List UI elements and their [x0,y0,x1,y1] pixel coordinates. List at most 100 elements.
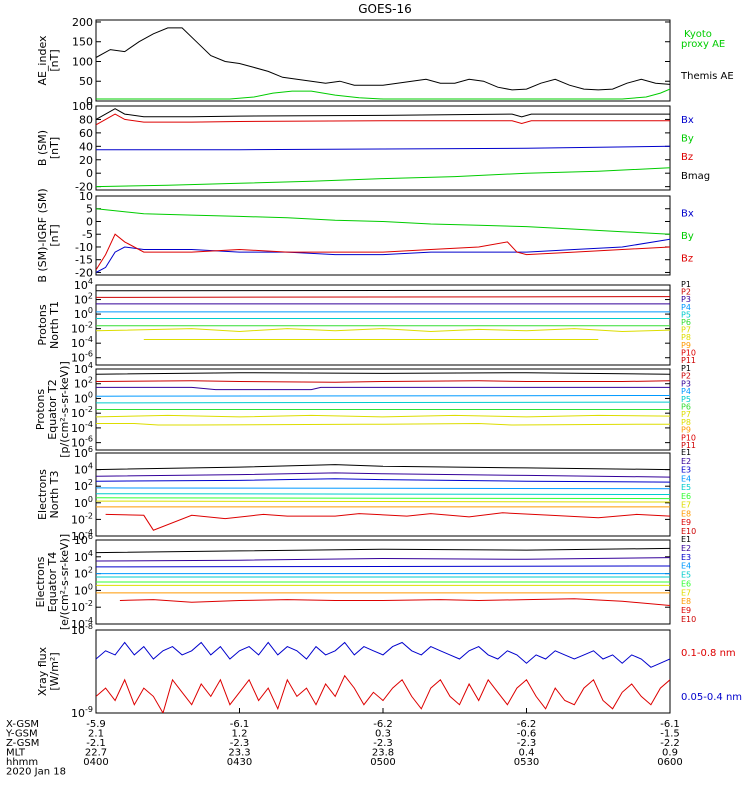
legend-entry: P1 [681,364,691,373]
y-tick-label-exponent: 0 [88,582,93,591]
x-axis-footer: X-GSM -5.9 -6.1 -6.2 -6.2 -6.1Y-GSM 2.1 1.2 0.3-… [5,708,683,778]
footer-row-value: 0.9 [662,748,678,759]
y-tick-label: -20 [75,181,93,194]
legend-entry: E5 [681,571,691,580]
series-e4-line [96,487,670,490]
footer-row-value: 1.2 [232,729,248,740]
y-tick-label: 150 [72,36,93,49]
panel-frame [95,19,671,102]
y-tick-label: 104 [74,462,93,477]
legend-entry: E10 [681,615,696,624]
y-tick-label: 200 [72,16,93,29]
footer-row-value: 23.3 [228,748,250,759]
legend-entry: 0.1-0.8 nm [681,648,736,659]
legend-entry: P7 [681,410,691,419]
legend-entry: E4 [681,474,691,483]
footer-row-value: 0600 [657,757,682,768]
series-bx-line [96,238,670,273]
legend-entry: P2 [681,288,691,297]
y-tick-label: 100 [74,306,93,321]
y-tick-label-exponent: -4 [85,528,93,537]
legend-entry: E8 [681,509,691,518]
panel-frame [95,195,671,276]
series-e1-line [96,547,670,554]
footer-row-label: Z-GSM [6,738,39,749]
y-tick-label-base: 10 [74,480,88,493]
series-e1-line [96,464,670,471]
legend-entry: P3 [681,379,691,388]
series-p7-line [96,414,670,418]
legend-entry: E9 [681,518,691,527]
legend-entry: P4 [681,303,691,312]
y-axis-label: North T3 [48,471,61,519]
y-tick-label: 106 [74,532,93,547]
legend-entry: 0.05-0.4 nm [681,692,742,703]
series-e7-line [96,500,670,503]
chart-title: GOES-16 [358,2,412,16]
footer-row-value: -2.3 [373,738,393,749]
y-tick-label: -20 [75,266,93,279]
y-tick-label-base: 10 [74,378,88,391]
series-bz-line [96,113,670,126]
legend-entry: E5 [681,483,691,492]
legend-entry: By [681,133,694,144]
footer-row-value: -1.5 [660,729,680,740]
legend-entry: P9 [681,341,691,350]
y-axis-label: Protons [36,304,49,345]
y-tick-label: -15 [75,254,93,267]
legend-entry: E3 [681,553,691,562]
legend-entry: E8 [681,597,691,606]
legend-entry: E4 [681,562,691,571]
y-axis-label: Equator T4 [46,552,59,612]
y-tick-label-base: 10 [74,551,88,564]
y-tick-label-exponent: -2 [85,511,93,520]
y-tick-label: 100 [72,55,93,68]
legend-entry: E1 [681,535,691,544]
footer-row-value: 0.4 [519,748,535,759]
footer-row-value: -6.1 [660,719,680,730]
y-tick-label: 100 [74,582,93,597]
legend-entry: P1 [681,280,691,289]
series-p7-line [96,328,670,333]
legend-entry: E1 [681,448,691,457]
footer-row-value: 0530 [514,757,539,768]
series-e9-line [105,512,670,531]
y-tick-label: 5 [86,203,93,216]
footer-row-value: -6.2 [517,719,537,730]
series-e5-line [96,493,670,495]
y-tick-label: 106 [74,445,93,460]
series-by-line [96,208,670,235]
legend-entry: E7 [681,588,691,597]
y-tick-label: 104 [74,549,93,564]
y-axis-label: B (SM) [36,130,49,166]
y-tick-label: 104 [74,277,93,292]
y-tick-label-base: 10 [74,279,88,292]
y-tick-label-exponent: 2 [88,376,93,385]
y-tick-label-base: 10 [74,464,88,477]
footer-date: 2020 Jan 18 [6,767,66,778]
legend-entry: E6 [681,579,691,588]
y-tick-label-base: 10 [74,568,88,581]
series-e2-line [96,472,670,478]
y-tick-label: 102 [74,478,93,493]
legend-entry: E10 [681,527,696,536]
y-axis-label: [nT] [48,224,61,246]
legend-entry: Bz [681,253,693,264]
y-tick-label: 10-6 [71,350,93,365]
legend-entry: E6 [681,492,691,501]
y-axis-label: North T1 [48,301,61,349]
series-bmag-line [96,108,670,120]
footer-row-value: 0.3 [375,729,391,740]
legend-entry: Kyoto [684,29,712,40]
y-tick-label: 60 [79,127,93,140]
series-p1-line [96,372,670,375]
legend-entry: E2 [681,457,691,466]
y-tick-label-exponent: 4 [88,361,93,370]
y-axis-label: [e/(cm²-s-sr-keV)] [58,534,71,630]
footer-row-value: 0400 [83,757,108,768]
